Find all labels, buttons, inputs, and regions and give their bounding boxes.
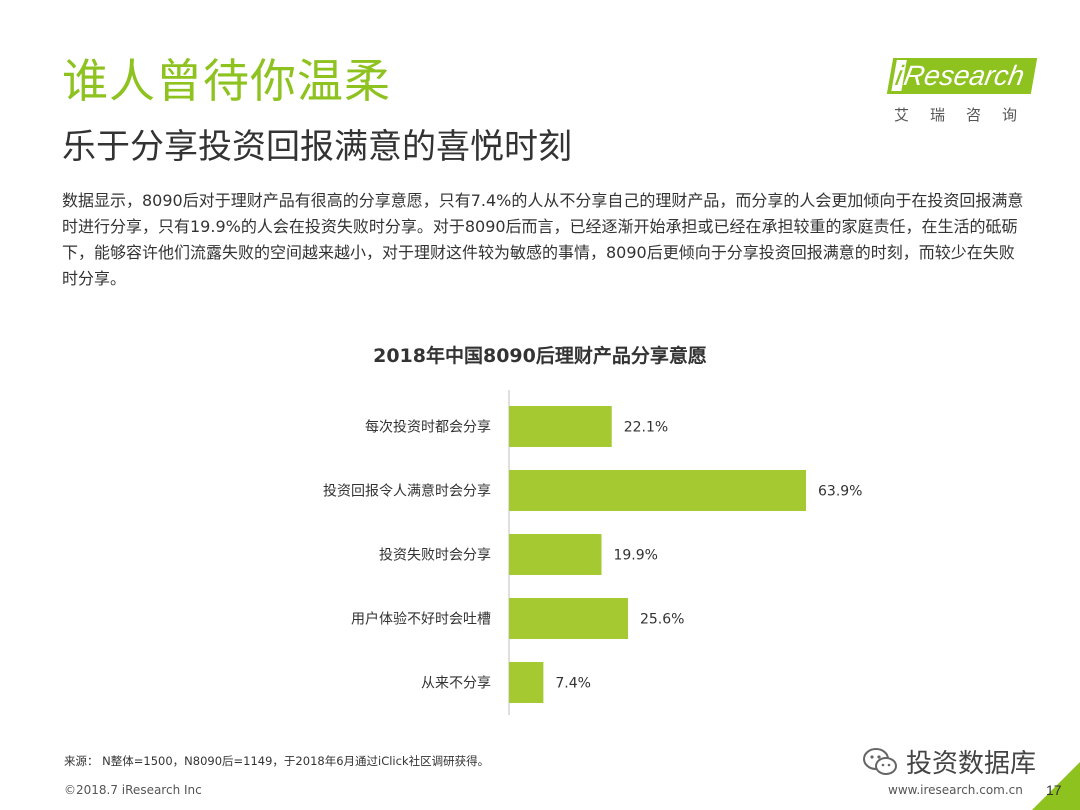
category-label-5: 从来不分享 [421,675,491,692]
watermark: 投资数据库 [862,743,1036,780]
summary-paragraph: 数据显示，8090后对于理财产品有很高的分享意愿，只有7.4%的人从不分享自己的… [62,191,1024,288]
website: www.iresearch.com.cn [888,783,1023,797]
category-label-3: 投资失败时会分享 [379,547,491,564]
category-label-1: 每次投资时都会分享 [365,419,491,436]
bar-chart: 2018年中国8090后理财产品分享意愿 每次投资时都会分享 22.1% 投资回报令… [323,344,862,715]
copyright: ©2018.7 iResearch Inc [64,783,202,797]
category-label-4: 用户体验不好时会吐槽 [351,611,491,628]
bar-2 [509,470,806,511]
chart-title: 2018年中国8090后理财产品分享意愿 [373,344,707,367]
logo-research: Research [901,60,1027,91]
logo-chinese: 艾瑞咨询 [894,106,1039,124]
value-label-5: 7.4% [555,676,591,692]
logo-wordmark: iResearch [886,58,1038,94]
wechat-icon [863,747,897,775]
source-note: 来源： N整体=1500，N8090后=1149，于2018年6月通过iClic… [64,754,490,768]
bar-4 [509,598,628,639]
value-label-2: 63.9% [818,484,862,500]
bar-1 [509,406,612,447]
page-corner-shape [1032,762,1080,810]
iresearch-logo: iResearch 艾瑞咨询 [886,58,1038,128]
value-label-4: 25.6% [640,612,684,628]
category-label-2: 投资回报令人满意时会分享 [323,483,491,500]
bar-3 [509,534,602,575]
page-subtitle: 乐于分享投资回报满意的喜悦时刻 [62,127,572,167]
bar-5 [509,662,544,703]
value-label-1: 22.1% [624,420,668,436]
bars-group: 每次投资时都会分享 22.1% 投资回报令人满意时会分享 63.9% 投资失败时会分享 1… [323,406,862,703]
value-label-3: 19.9% [613,548,657,564]
page-number: 17 [1046,782,1062,798]
page-title: 谁人曾待你温柔 [62,54,391,108]
watermark-text: 投资数据库 [906,749,1037,779]
